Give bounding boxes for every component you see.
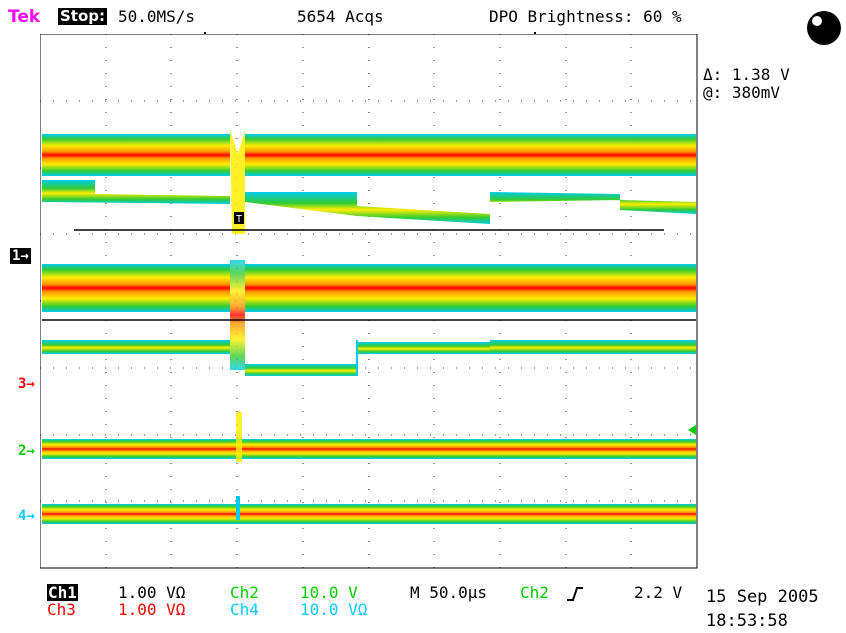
acquisition-count: 5654 Acqs [297,7,384,26]
ch3-label[interactable]: Ch3 [47,600,76,619]
ch1-label[interactable]: Ch1 [47,583,78,602]
ch4-trace [42,496,696,524]
ch1-second-trace [42,260,696,370]
waveform-display[interactable]: T [40,34,698,569]
date: 15 Sep 2005 [706,587,819,607]
ch2-trace [42,412,696,462]
datestamp: 15 Sep 2005 18:53:58 [706,585,819,633]
timebase[interactable]: M 50.0µs [410,583,488,602]
trigger-level[interactable]: 2.2 V [634,583,683,602]
ch1-trace: T [42,130,696,234]
ch4-ground-marker[interactable]: 4→ [18,508,35,524]
brand-label: Tek [8,7,41,27]
time: 18:53:58 [706,611,788,631]
ch2-ground-marker[interactable]: 2→ [18,443,35,459]
trigger-marker-label: T [236,214,242,225]
ch2-label[interactable]: Ch2 [230,583,259,602]
ch3-ground-marker[interactable]: 3→ [18,376,35,392]
ch1-ground-marker[interactable]: 1→ [10,248,31,264]
dpo-brightness: DPO Brightness: 60 % [489,7,682,26]
power-indicator-icon [807,11,841,45]
trigger-source[interactable]: Ch2 [520,583,549,602]
run-state-badge[interactable]: Stop: [58,7,108,25]
ch2-trigger-level-icon [688,425,696,435]
sample-rate: 50.0MS/s [118,7,196,26]
cursor-delta-readout: Δ: 1.38 V [703,65,790,84]
ch4-scale: 10.0 VΩ [300,600,368,619]
ch2-scale: 10.0 V [300,583,358,602]
trigger-marker-icon [234,212,244,224]
ch3-trace [42,340,696,376]
ch3-scale: 1.00 VΩ [118,600,186,619]
ch4-label[interactable]: Ch4 [230,600,259,619]
cursor-at-readout: @: 380mV [703,83,781,102]
rising-edge-icon [567,587,583,601]
ch1-scale: 1.00 VΩ [118,583,186,602]
